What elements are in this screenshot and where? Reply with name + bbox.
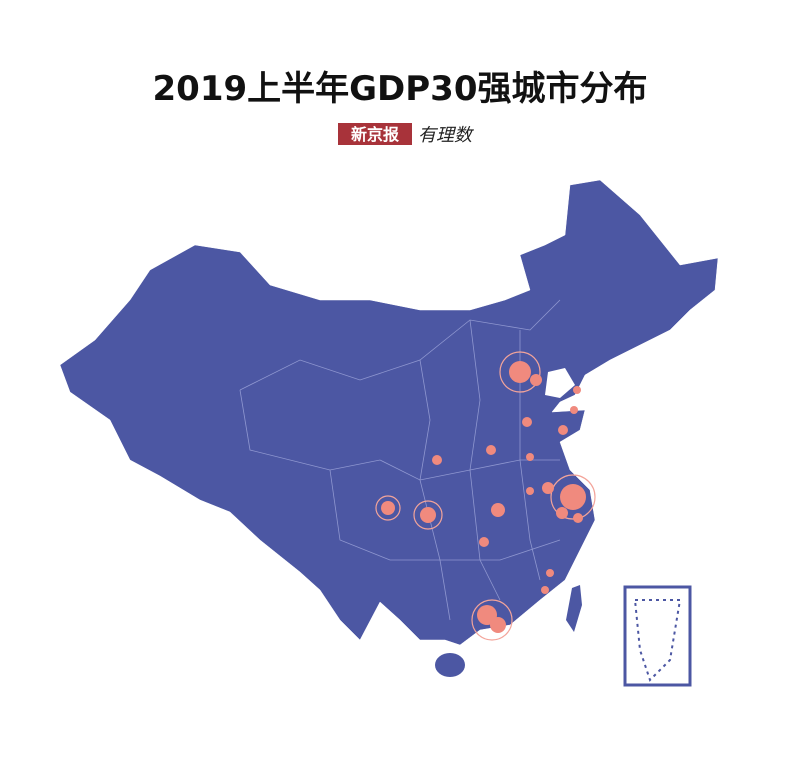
ring [413,500,443,530]
city-dot [560,484,586,510]
city-dot [432,455,442,465]
title: 2019上半年GDP30强城市分布 [153,69,648,109]
city-dot [526,487,534,495]
city-dot [542,482,554,494]
city-dot [381,501,395,515]
city-dot [509,361,531,383]
city-dot [573,386,581,394]
ring [550,474,596,520]
city-dot [526,453,534,461]
china-map [59,179,719,687]
city-dot [420,507,436,523]
city-dot [556,507,568,519]
logo: 新京报 [351,125,399,144]
city-dot [546,569,554,577]
mainland [59,179,719,646]
taiwan [566,585,582,632]
inset-islands [633,599,682,682]
city-dot [486,445,496,455]
ring [375,495,401,521]
logo-sub: 有理数 [418,125,474,146]
logo-box [338,123,412,145]
city-dot [558,425,568,435]
city-dot [491,503,505,517]
ring [499,351,541,393]
city-dot [530,374,542,386]
city-dot [522,417,532,427]
city-dot [479,537,489,547]
city-dot [570,406,578,414]
ring [471,599,513,641]
city-markers [375,351,596,641]
bohai [545,368,575,398]
city-dot [573,513,583,523]
borders [239,299,561,621]
city-dot [541,586,549,594]
hainan [435,653,465,677]
inset-box [623,585,692,687]
city-dot [490,617,506,633]
